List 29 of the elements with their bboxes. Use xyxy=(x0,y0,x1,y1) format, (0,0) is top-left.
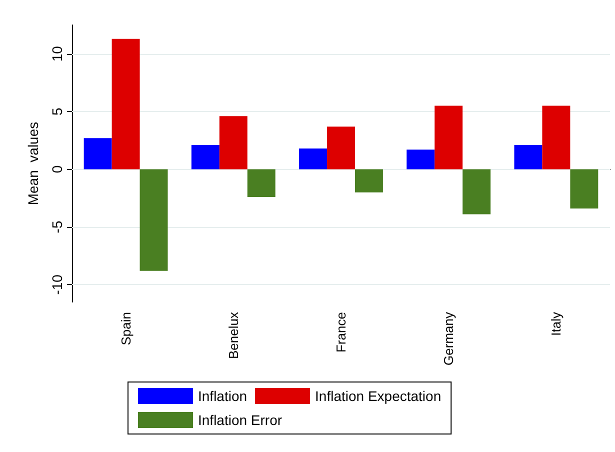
y-tick-label: 5 xyxy=(49,107,65,116)
bar xyxy=(299,148,328,170)
bar xyxy=(84,138,112,170)
x-tick-label: Italy xyxy=(548,312,564,336)
bar xyxy=(406,150,435,170)
bar xyxy=(191,145,220,170)
x-tick-label: Benelux xyxy=(226,312,241,359)
bar xyxy=(327,126,355,170)
bar xyxy=(570,169,598,209)
x-tick-label: Germany xyxy=(441,312,456,366)
bar xyxy=(354,169,383,192)
legend-label: Inflation Expectation xyxy=(315,388,442,404)
legend-label: Inflation Error xyxy=(198,412,282,428)
y-tick-label: -5 xyxy=(49,220,65,234)
bar xyxy=(247,169,276,197)
bar xyxy=(140,169,168,271)
bar xyxy=(219,116,248,170)
bar xyxy=(462,169,491,214)
y-axis-title: Mean values xyxy=(25,122,41,206)
y-tick-label: -10 xyxy=(49,274,65,295)
y-tick-label: 0 xyxy=(49,165,65,174)
legend-label: Inflation xyxy=(198,388,248,404)
bar xyxy=(542,106,570,170)
x-tick-label: France xyxy=(334,312,348,352)
bar xyxy=(112,38,140,170)
bar xyxy=(514,145,542,170)
x-tick-label: Spain xyxy=(118,312,134,346)
y-tick-label: 10 xyxy=(49,46,65,62)
bar xyxy=(434,106,463,170)
